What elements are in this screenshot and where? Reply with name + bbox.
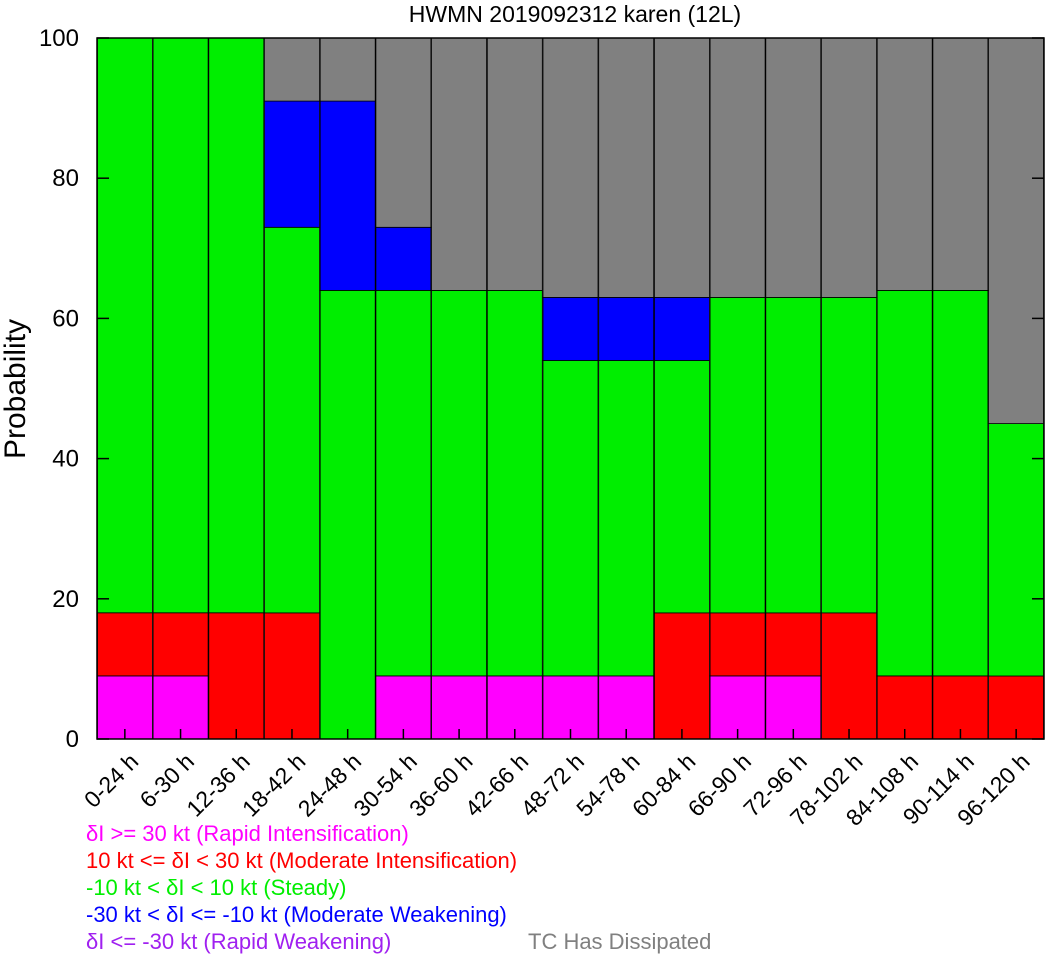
- bar-steady-36-60-h: [431, 289, 488, 677]
- bar-tc-has-dissipated-72-96-h: [765, 37, 822, 298]
- y-tick-label-60: 60: [52, 305, 79, 332]
- bar-moderate-weakening-48-72-h: [542, 296, 599, 361]
- bar-moderate-intensification-18-42-h: [264, 612, 320, 740]
- bar-moderate-intensification-66-90-h: [709, 612, 766, 677]
- bar-moderate-weakening-24-48-h: [319, 100, 376, 291]
- bar-moderate-intensification-96-120-h: [988, 675, 1044, 740]
- bar-tc-has-dissipated-24-48-h: [319, 37, 376, 102]
- bar-tc-has-dissipated-78-102-h: [821, 37, 877, 298]
- x-tick-labels: 0-24 h6-30 h12-36 h18-42 h24-48 h30-54 h…: [79, 748, 1035, 831]
- bar-moderate-intensification-60-84-h: [654, 612, 710, 740]
- axes-layer: [96, 37, 1045, 740]
- y-tick-label-20: 20: [52, 586, 79, 613]
- legend-tc-dissipated: TC Has Dissipated: [528, 929, 712, 954]
- bar-tc-has-dissipated-60-84-h: [654, 37, 710, 298]
- x-tick-label-0-24-h: 0-24 h: [79, 748, 144, 813]
- bar-moderate-intensification-72-96-h: [765, 612, 822, 677]
- bar-tc-has-dissipated-66-90-h: [709, 37, 766, 298]
- bar-rapid-intensification-66-90-h: [709, 675, 766, 740]
- bar-rapid-intensification-48-72-h: [542, 675, 599, 740]
- legend-moderate-weakening: -30 kt < δI <= -10 kt (Moderate Weakenin…: [86, 902, 507, 927]
- bar-tc-has-dissipated-84-108-h: [876, 37, 933, 291]
- y-tick-label-40: 40: [52, 446, 79, 473]
- bar-tc-has-dissipated-42-66-h: [486, 37, 543, 291]
- bar-steady-18-42-h: [264, 226, 320, 614]
- bar-moderate-intensification-90-114-h: [932, 675, 989, 740]
- chart-title: HWMN 2019092312 karen (12L): [409, 1, 741, 27]
- y-tick-label-80: 80: [52, 165, 79, 192]
- y-axis-label: Probability: [0, 319, 32, 459]
- bar-moderate-weakening-60-84-h: [654, 296, 710, 361]
- bar-steady-90-114-h: [932, 289, 989, 677]
- bar-rapid-intensification-42-66-h: [486, 675, 543, 740]
- bar-moderate-intensification-0-24-h: [97, 612, 153, 677]
- bar-moderate-weakening-30-54-h: [375, 226, 432, 291]
- bar-moderate-intensification-6-30-h: [152, 612, 209, 677]
- bar-moderate-intensification-84-108-h: [876, 675, 933, 740]
- bar-steady-24-48-h: [319, 289, 376, 740]
- bar-tc-has-dissipated-30-54-h: [375, 37, 432, 228]
- bar-steady-54-78-h: [598, 360, 655, 677]
- bar-steady-60-84-h: [654, 360, 710, 614]
- bar-steady-48-72-h: [542, 360, 599, 677]
- bar-steady-0-24-h: [97, 37, 153, 614]
- bar-moderate-weakening-18-42-h: [264, 100, 320, 228]
- bars-layer: [97, 37, 1044, 740]
- bar-tc-has-dissipated-54-78-h: [598, 37, 655, 298]
- legend-moderate-intensification: 10 kt <= δI < 30 kt (Moderate Intensific…: [86, 848, 518, 873]
- bar-moderate-intensification-12-36-h: [208, 612, 265, 740]
- bar-steady-78-102-h: [821, 296, 877, 614]
- bar-moderate-weakening-54-78-h: [598, 296, 655, 361]
- y-tick-label-0: 0: [66, 726, 79, 753]
- bar-steady-6-30-h: [152, 37, 209, 614]
- y-tick-labels: 0 20 40 60 80 100: [39, 25, 79, 753]
- bar-moderate-intensification-78-102-h: [821, 612, 877, 740]
- bar-rapid-intensification-6-30-h: [152, 675, 209, 740]
- bar-tc-has-dissipated-36-60-h: [431, 37, 488, 291]
- legend-rapid-intensification: δI >= 30 kt (Rapid Intensification): [86, 821, 409, 846]
- bar-steady-72-96-h: [765, 296, 822, 614]
- bar-tc-has-dissipated-18-42-h: [264, 37, 320, 102]
- bar-steady-84-108-h: [876, 289, 933, 677]
- bar-steady-42-66-h: [486, 289, 543, 677]
- y-tick-label-100: 100: [39, 25, 79, 52]
- bar-tc-has-dissipated-90-114-h: [932, 37, 989, 291]
- bar-tc-has-dissipated-96-120-h: [988, 37, 1044, 425]
- bar-steady-96-120-h: [988, 423, 1044, 677]
- bar-rapid-intensification-0-24-h: [97, 675, 153, 740]
- bar-steady-66-90-h: [709, 296, 766, 614]
- bar-steady-30-54-h: [375, 289, 432, 677]
- legend: δI >= 30 kt (Rapid Intensification) 10 k…: [86, 820, 711, 955]
- bar-rapid-intensification-36-60-h: [431, 675, 488, 740]
- bar-steady-12-36-h: [208, 37, 265, 614]
- bar-tc-has-dissipated-48-72-h: [542, 37, 599, 298]
- legend-rapid-weakening: δI <= -30 kt (Rapid Weakening): [86, 929, 392, 954]
- legend-steady: -10 kt < δI < 10 kt (Steady): [86, 875, 347, 900]
